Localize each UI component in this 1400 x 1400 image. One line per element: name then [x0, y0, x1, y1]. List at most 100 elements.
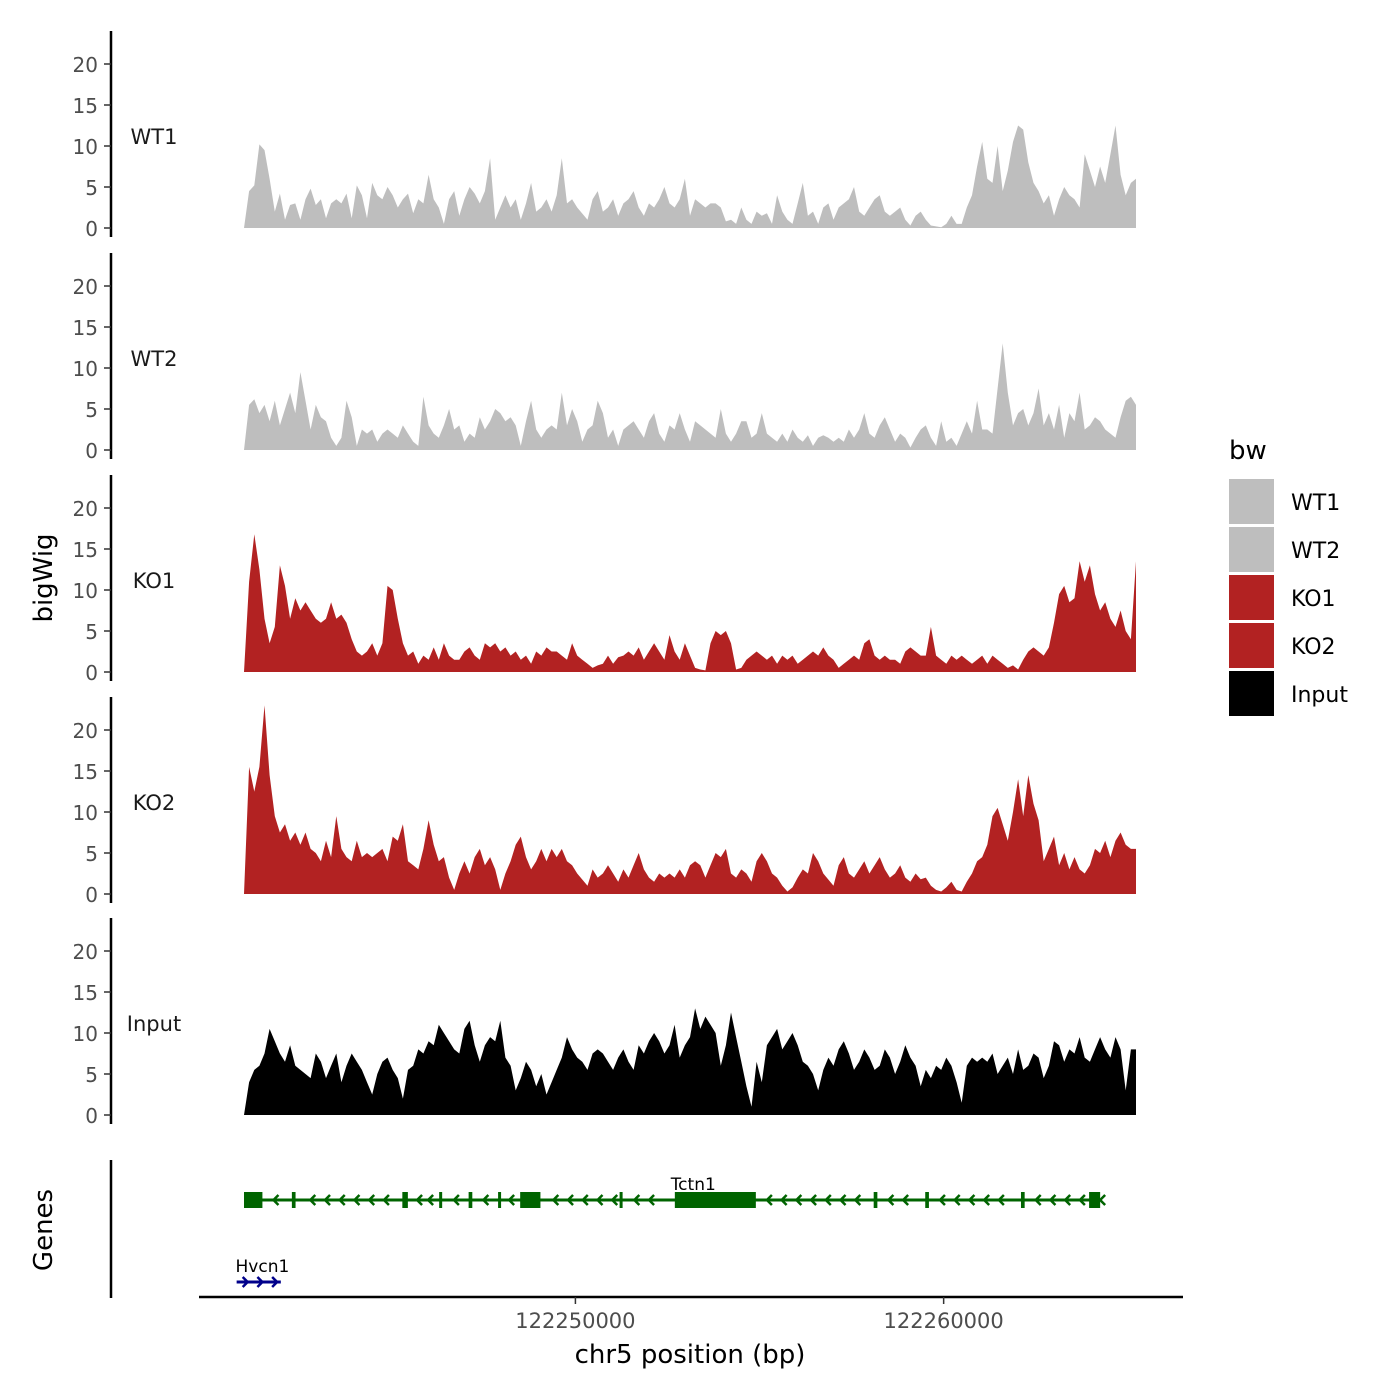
gene-label: Hvcn1: [236, 1257, 290, 1277]
track-label: KO1: [133, 569, 176, 593]
y-tick-label: 0: [85, 1104, 98, 1128]
gene-exon: [291, 1192, 296, 1208]
genes-axis-title: Genes: [29, 1189, 59, 1271]
x-axis-title: chr5 position (bp): [575, 1340, 806, 1370]
y-axis-title: bigWig: [29, 533, 59, 622]
y-tick-label: 5: [85, 398, 98, 422]
y-tick-label: 20: [73, 940, 98, 964]
y-tick-label: 10: [73, 801, 98, 825]
strand-arrow: [566, 1194, 574, 1206]
legend-label: KO2: [1291, 635, 1336, 660]
x-tick-label: 122250000: [515, 1309, 635, 1333]
track-label: WT1: [131, 125, 178, 149]
strand-arrow: [352, 1194, 361, 1206]
strand-arrow: [551, 1194, 560, 1206]
gene-exon: [468, 1192, 473, 1208]
y-tick-label: 5: [85, 620, 98, 644]
x-tick-label: 122260000: [884, 1309, 1004, 1333]
gene-exon: [619, 1192, 623, 1208]
y-tick-label: 20: [73, 497, 98, 521]
strand-arrow: [647, 1194, 655, 1206]
gene-exon: [1020, 1192, 1025, 1208]
x-axis: 122250000 122260000: [199, 1295, 1183, 1333]
strand-arrow: [938, 1194, 946, 1206]
legend-swatch-ko1: [1229, 575, 1274, 620]
strand-arrow: [610, 1194, 619, 1206]
track-panel-ko1: 0 5 10 15 20 KO1: [73, 475, 1136, 685]
y-tick-label: 15: [73, 538, 98, 562]
gene-exon: [1089, 1192, 1101, 1208]
legend-title: bw: [1229, 436, 1267, 466]
strand-arrow: [595, 1194, 604, 1206]
y-tick-label: 20: [73, 275, 98, 299]
strand-arrow: [765, 1194, 773, 1206]
strand-arrow: [1078, 1194, 1086, 1206]
y-tick-label: 0: [85, 439, 98, 463]
strand-arrow: [256, 1276, 265, 1288]
strand-arrow: [308, 1194, 317, 1206]
gene-exon: [244, 1192, 263, 1208]
y-tick-label: 5: [85, 842, 98, 866]
strand-arrow: [1063, 1194, 1072, 1206]
track-panel-input: 0 5 10 15 20 Input: [73, 918, 1136, 1128]
strand-arrow: [481, 1194, 490, 1206]
legend-label: WT1: [1291, 491, 1340, 516]
y-tick-label: 20: [73, 53, 98, 77]
legend-swatch-wt1: [1229, 479, 1274, 524]
gene-exon: [520, 1192, 541, 1208]
strand-arrow: [1048, 1194, 1057, 1206]
legend-label: WT2: [1291, 539, 1340, 564]
gene-exon: [439, 1192, 443, 1208]
y-tick-label: 0: [85, 883, 98, 907]
strand-arrow: [853, 1194, 862, 1206]
gene-exon: [498, 1192, 502, 1208]
track-panel-ko2: 0 5 10 15 20 KO2: [73, 697, 1136, 907]
strand-arrow: [426, 1194, 435, 1206]
y-tick-label: 5: [85, 176, 98, 200]
gene-label: Tctn1: [670, 1175, 716, 1195]
y-tick-label: 5: [85, 1063, 98, 1087]
strand-arrow: [507, 1194, 516, 1206]
y-tick-label: 15: [73, 316, 98, 340]
coverage-area-input: [244, 1008, 1136, 1115]
genes-panel: Tctn1 Hvcn1: [109, 1160, 1107, 1298]
strand-arrow: [794, 1194, 803, 1206]
strand-arrow: [581, 1194, 589, 1206]
strand-arrow: [367, 1194, 376, 1206]
y-tick-label: 15: [73, 981, 98, 1005]
strand-arrow: [1033, 1194, 1042, 1206]
strand-arrow: [271, 1194, 280, 1206]
legend-swatch-wt2: [1229, 527, 1274, 572]
y-tick-label: 15: [73, 94, 98, 118]
coverage-area-wt2: [244, 343, 1136, 450]
strand-arrow: [824, 1194, 832, 1206]
legend-label: KO1: [1291, 587, 1336, 612]
track-panel-wt2: 0 5 10 15 20 WT2: [73, 253, 1136, 463]
strand-arrow: [997, 1194, 1005, 1206]
y-tick-label: 0: [85, 661, 98, 685]
coverage-area-ko1: [244, 534, 1136, 672]
legend-swatch-ko2: [1229, 623, 1274, 668]
y-tick-label: 10: [73, 135, 98, 159]
strand-arrow: [452, 1194, 460, 1206]
y-tick-label: 10: [73, 357, 98, 381]
gene-tctn1: Tctn1: [244, 1175, 1107, 1208]
y-tick-label: 10: [73, 579, 98, 603]
y-tick-label: 0: [85, 217, 98, 241]
gene-exon: [402, 1192, 408, 1208]
strand-arrow: [886, 1194, 895, 1206]
track-panels: 0 5 10 15 20 WT1 0 5 10 15 20 WT2 0 5 10 15 20 KO1 0 5 10 15 2…: [73, 31, 1136, 1128]
strand-arrow: [982, 1194, 991, 1206]
gene-hvcn1: Hvcn1: [236, 1257, 290, 1288]
strand-arrow: [779, 1194, 788, 1206]
strand-arrow: [809, 1194, 817, 1206]
coverage-area-wt1: [244, 125, 1136, 228]
legend-swatch-input: [1229, 671, 1274, 716]
strand-arrow: [271, 1276, 279, 1288]
gene-exon: [925, 1192, 929, 1208]
y-tick-label: 20: [73, 719, 98, 743]
track-panel-wt1: 0 5 10 15 20 WT1: [73, 31, 1136, 241]
strand-arrow: [901, 1194, 910, 1206]
strand-arrow: [838, 1194, 847, 1206]
